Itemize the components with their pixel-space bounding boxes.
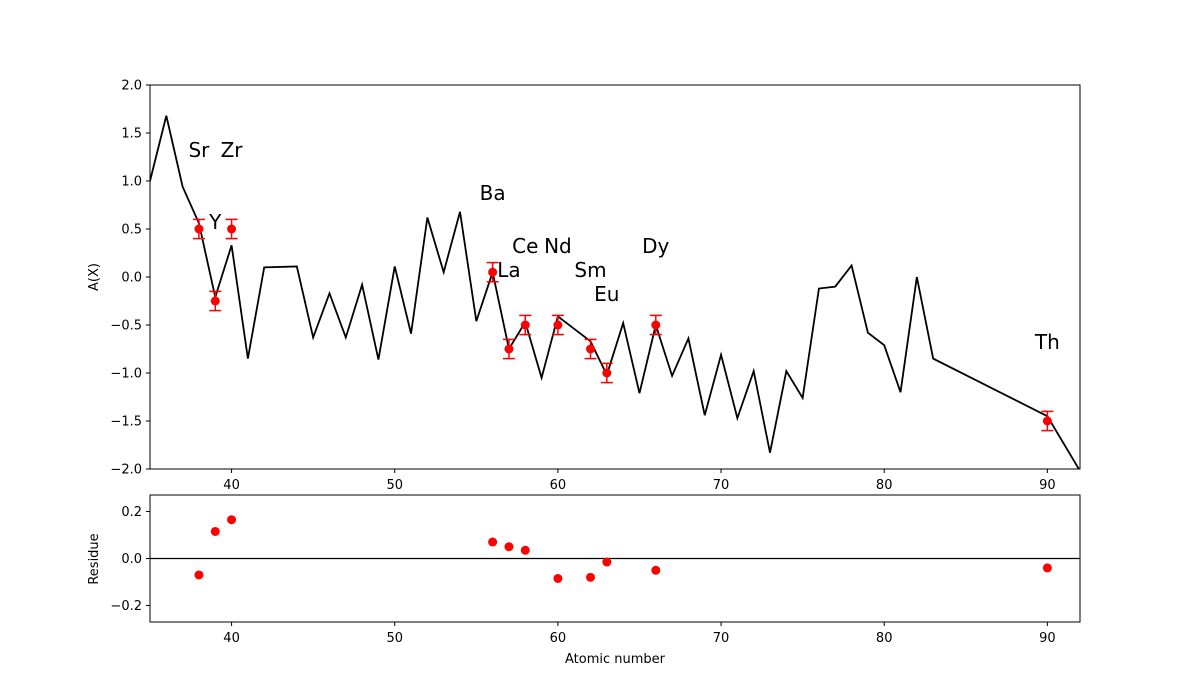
y-tick-label: −2.0 — [110, 463, 142, 478]
observation-point — [602, 368, 612, 378]
abundance-x-axis: 40 50 60 70 80 90 — [223, 469, 1056, 493]
residue-point — [1042, 563, 1052, 573]
element-label: Ba — [480, 181, 506, 205]
residue-point — [194, 570, 204, 580]
x-tick-label: 70 — [713, 631, 730, 646]
x-tick-label: 80 — [876, 631, 893, 646]
element-label: Eu — [594, 282, 619, 306]
observation-point — [651, 320, 661, 330]
y-tick-label: 0.2 — [121, 505, 142, 520]
observation-point — [520, 320, 530, 330]
abundance-y-axis: −2.0 −1.5 −1.0 −0.5 0.0 0.5 1.0 1.5 2.0 — [110, 79, 150, 478]
y-tick-label: 0.0 — [121, 552, 142, 567]
x-tick-label: 90 — [1039, 631, 1056, 646]
x-tick-label: 60 — [550, 478, 567, 493]
y-tick-label: 0.0 — [121, 271, 142, 286]
element-label: Y — [208, 210, 222, 234]
residue-point — [488, 537, 498, 547]
y-tick-label: −1.5 — [110, 415, 142, 430]
residue-y-axis-label: Residue — [87, 533, 102, 584]
x-tick-label: 90 — [1039, 478, 1056, 493]
residue-point — [586, 572, 596, 582]
observation-point — [227, 224, 237, 234]
x-tick-label: 50 — [386, 478, 403, 493]
x-tick-label: 40 — [223, 478, 240, 493]
y-tick-label: 0.5 — [121, 223, 142, 238]
residue-point — [504, 542, 514, 552]
y-tick-label: −1.0 — [110, 367, 142, 382]
element-label: Zr — [221, 138, 244, 162]
element-label: Ce — [512, 234, 538, 258]
y-tick-label: 1.0 — [121, 175, 142, 190]
residue-y-axis: −0.2 0.0 0.2 — [110, 505, 150, 614]
residue-point-layer — [194, 515, 1052, 583]
y-tick-label: −0.5 — [110, 319, 142, 334]
residue-point — [227, 515, 237, 525]
residue-x-axis-label: Atomic number — [565, 652, 666, 667]
observation-point — [194, 224, 204, 234]
observation-point — [1042, 416, 1052, 426]
observation-point — [553, 320, 563, 330]
y-tick-label: 1.5 — [121, 127, 142, 142]
observation-point — [488, 267, 498, 277]
residue-point — [210, 526, 220, 536]
element-label: Sr — [188, 138, 210, 162]
element-label: Dy — [642, 234, 669, 258]
y-tick-label: −0.2 — [110, 599, 142, 614]
residue-point — [553, 573, 563, 583]
abundance-y-axis-label: A(X) — [87, 263, 102, 291]
observation-point — [586, 344, 596, 354]
x-tick-label: 60 — [550, 631, 567, 646]
observation-point — [504, 344, 514, 354]
residue-point — [602, 557, 612, 567]
y-tick-label: 2.0 — [121, 79, 142, 94]
residue-x-axis: 40 50 60 70 80 90 — [223, 622, 1056, 646]
element-label: Sm — [574, 258, 606, 282]
residue-panel: 40 50 60 70 80 90 −0.2 0.0 0.2 Residue Atomic n… — [87, 494, 1081, 667]
element-label: Th — [1034, 330, 1060, 354]
x-tick-label: 80 — [876, 478, 893, 493]
x-tick-label: 40 — [223, 631, 240, 646]
residue-point — [520, 545, 530, 555]
x-tick-label: 70 — [713, 478, 730, 493]
element-label: La — [497, 258, 520, 282]
element-label: Nd — [544, 234, 572, 258]
observation-layer — [194, 224, 1052, 426]
residue-point — [651, 565, 661, 575]
observation-point — [210, 296, 220, 306]
x-tick-label: 50 — [386, 631, 403, 646]
